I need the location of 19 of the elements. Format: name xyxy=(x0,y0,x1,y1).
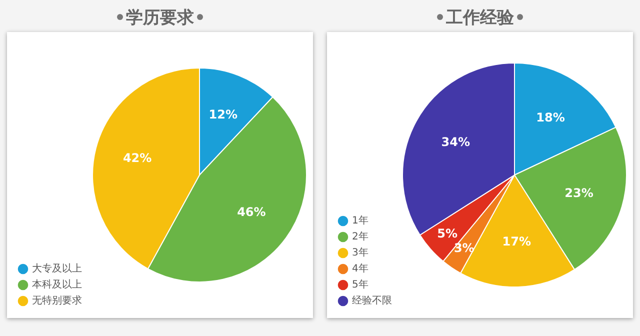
data-label: 42% xyxy=(122,151,152,166)
chart-title: 学历要求 xyxy=(126,6,194,28)
data-label: 34% xyxy=(441,134,470,149)
data-label: 23% xyxy=(564,186,594,200)
data-label: 12% xyxy=(208,107,238,122)
legend-label: 无特别要求 xyxy=(32,294,82,307)
chart-title: 工作经验 xyxy=(446,6,514,28)
legend-label: 经验不限 xyxy=(352,294,392,307)
data-label: 5% xyxy=(437,226,458,240)
legend-label: 2年 xyxy=(352,230,368,243)
legend-label: 大专及以上 xyxy=(32,262,82,275)
data-label: 18% xyxy=(536,110,565,124)
legend-label: 4年 xyxy=(352,262,368,275)
legend-label: 5年 xyxy=(352,278,368,291)
legend-label: 1年 xyxy=(352,214,368,227)
data-label: 46% xyxy=(237,204,266,219)
legend-label: 3年 xyxy=(352,246,368,259)
legend-label: 本科及以上 xyxy=(32,278,82,291)
data-label: 17% xyxy=(502,234,531,248)
